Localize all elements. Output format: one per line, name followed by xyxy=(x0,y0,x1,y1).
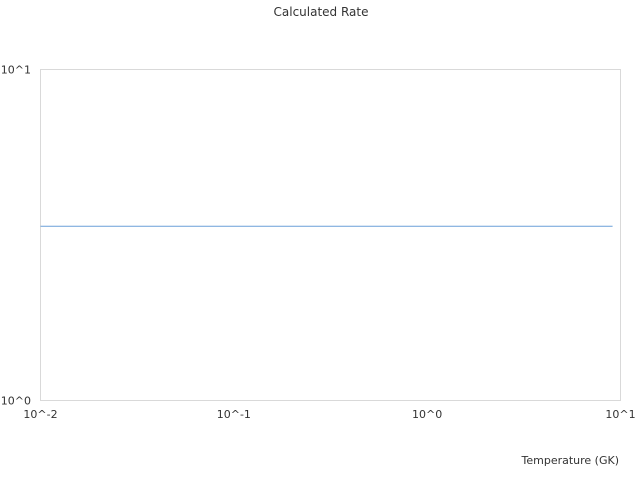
plot-area xyxy=(40,69,621,401)
x-tick-label: 10^1 xyxy=(605,408,635,421)
x-tick-label: 10^-2 xyxy=(23,408,57,421)
x-tick-label: 10^0 xyxy=(412,408,442,421)
x-axis-label: Temperature (GK) xyxy=(521,454,620,467)
y-tick-label: 10^1 xyxy=(1,64,31,77)
x-tick-label: 10^-1 xyxy=(217,408,251,421)
chart-title: Calculated Rate xyxy=(274,5,369,19)
y-tick-label: 10^0 xyxy=(1,395,31,408)
